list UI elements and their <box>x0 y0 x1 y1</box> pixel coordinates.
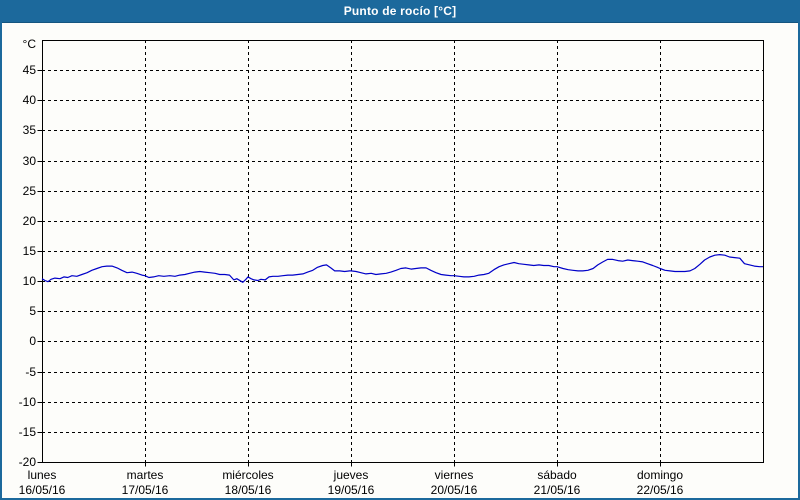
titlebar: Punto de rocío [°C] <box>2 0 798 23</box>
x-day-label-2: miércoles <box>222 468 274 482</box>
y-tick-label-15: 15 <box>22 244 36 258</box>
chart-title: Punto de rocío [°C] <box>343 4 457 18</box>
x-date-label-3: 19/05/16 <box>327 483 375 497</box>
x-day-label-5: sábado <box>537 468 577 482</box>
x-date-label-4: 20/05/16 <box>430 483 478 497</box>
y-tick-label-25: 25 <box>22 183 36 198</box>
y-tick-label--10: -10 <box>18 394 36 409</box>
x-day-label-1: martes <box>126 468 164 482</box>
x-date-label-0: 16/05/16 <box>18 483 66 497</box>
x-date-label-6: 22/05/16 <box>636 483 684 497</box>
x-date-label-2: 18/05/16 <box>224 483 272 497</box>
x-day-label-0: lunes <box>27 468 57 482</box>
x-day-label-3: jueves <box>333 468 369 482</box>
y-tick-label-20: 20 <box>22 213 36 228</box>
y-tick-label-30: 30 <box>22 153 36 168</box>
y-axis-unit-label: °C <box>22 37 36 51</box>
y-tick-label-45: 45 <box>22 63 36 78</box>
y-tick-label-5: 5 <box>29 304 36 319</box>
y-tick-label--15: -15 <box>18 424 36 439</box>
y-tick-label-35: 35 <box>22 123 36 138</box>
x-day-label-4: viernes <box>434 468 474 482</box>
y-tick-label-0: 0 <box>29 334 36 349</box>
chart-canvas <box>37 40 764 467</box>
x-day-label-6: domingo <box>636 468 684 482</box>
y-tick-label-40: 40 <box>22 93 36 108</box>
x-date-label-5: 21/05/16 <box>533 483 581 497</box>
y-tick-label--5: -5 <box>25 364 36 379</box>
y-tick-label--20: -20 <box>18 455 36 469</box>
x-date-label-1: 17/05/16 <box>121 483 169 497</box>
data-line-0 <box>41 254 763 283</box>
y-tick-label-10: 10 <box>22 274 36 289</box>
plot-frame <box>42 40 764 463</box>
